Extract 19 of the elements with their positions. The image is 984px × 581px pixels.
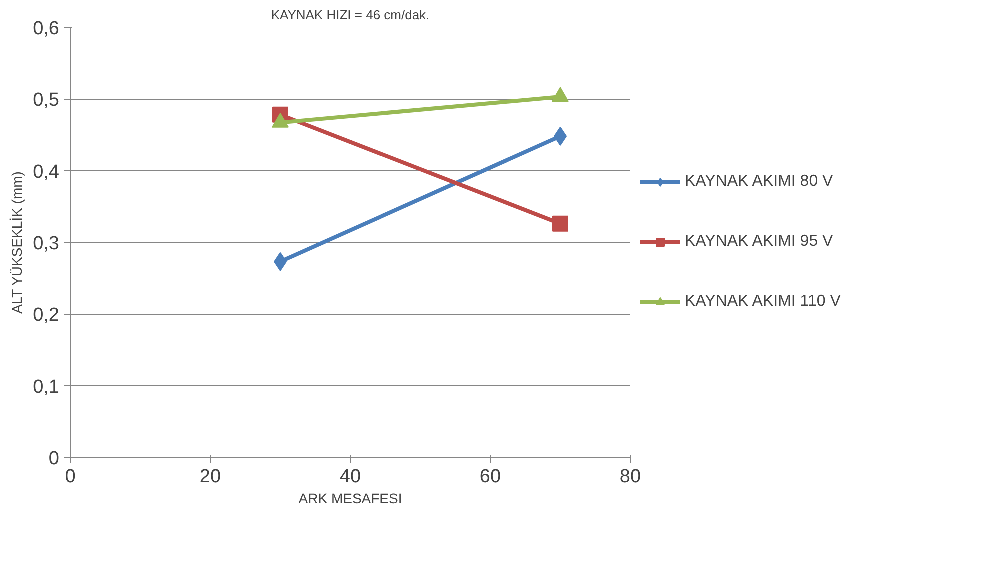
y-tick-label: 0,5 (33, 90, 60, 112)
legend-label: KAYNAK AKIMI 110 V (685, 293, 841, 311)
legend-label: KAYNAK AKIMI 80 V (685, 173, 834, 191)
y-tick-label: 0,4 (33, 162, 60, 183)
x-tick-label: 20 (200, 466, 222, 488)
y-tick-label: 0,3 (33, 234, 60, 254)
x-tick-label: 0 (65, 466, 76, 488)
x-axis-title: ARK MESAFESI (298, 490, 402, 506)
y-tick-label: 0,6 (33, 18, 60, 40)
y-axis-title: ALT YÜKSEKLİK (mm) (9, 172, 26, 314)
x-tick-label: 40 (340, 466, 362, 488)
legend-label: KAYNAK AKIMI 95 V (685, 233, 834, 251)
chart-title: KAYNAK HIZI = 46 cm/dak. (271, 8, 430, 22)
x-tick-label: 80 (620, 466, 642, 488)
y-tick-label: 0,1 (33, 376, 60, 398)
y-tick-label: 0 (48, 448, 60, 470)
y-tick-label: 0,2 (33, 305, 60, 326)
point (552, 216, 568, 232)
x-tick-label: 60 (480, 466, 502, 488)
